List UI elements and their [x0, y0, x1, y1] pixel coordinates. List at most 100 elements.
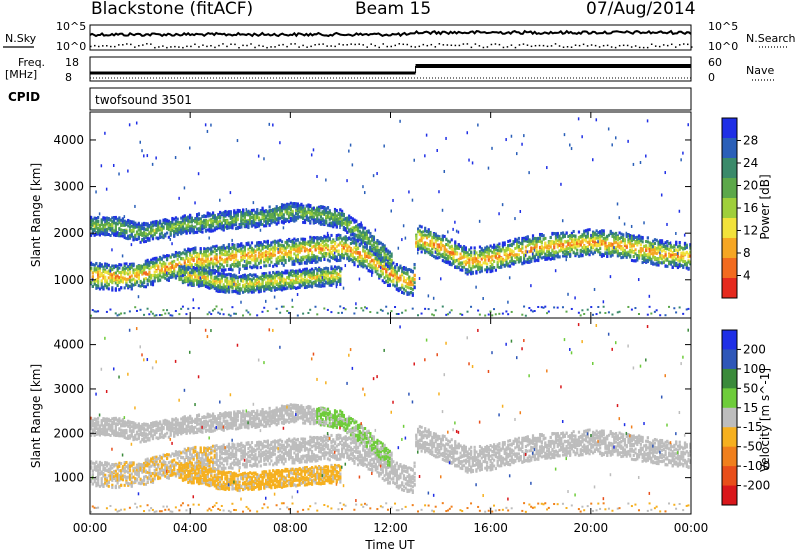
power-point [420, 236, 423, 240]
power-point [427, 247, 430, 251]
power-point [330, 251, 333, 255]
power-point [178, 254, 181, 258]
power-point [349, 229, 353, 233]
power-point [166, 271, 168, 275]
power-point [356, 235, 360, 239]
power-point [424, 307, 427, 310]
power-point [259, 253, 262, 257]
power-point [330, 245, 333, 249]
power-point [346, 222, 349, 226]
power-point [318, 211, 321, 215]
power-point [318, 205, 321, 209]
power-point [316, 214, 319, 218]
nsearch-point [258, 44, 260, 47]
power-point [417, 251, 419, 255]
power-point [104, 231, 107, 235]
power-point [250, 220, 254, 224]
power-point [243, 215, 246, 219]
nsearch-point [678, 44, 681, 46]
power-point [143, 233, 146, 237]
power-point [272, 281, 275, 285]
power-point [344, 217, 347, 221]
power-point [273, 217, 277, 221]
power-point [259, 243, 262, 247]
power-point [424, 245, 427, 249]
power-point [303, 207, 307, 211]
power-point [280, 305, 283, 308]
power-point [178, 222, 181, 226]
power-point [139, 308, 142, 311]
power-point [293, 259, 296, 263]
power-point [261, 272, 264, 276]
power-point [150, 266, 153, 270]
power-point [307, 257, 310, 261]
power-point [97, 273, 100, 277]
power-point [339, 208, 342, 212]
power-point [217, 288, 220, 292]
power-point [341, 221, 344, 225]
power-point [125, 262, 128, 266]
power-point [229, 215, 232, 219]
power-point [346, 246, 349, 250]
power-point [210, 123, 212, 127]
power-point [249, 255, 252, 259]
power-point [344, 241, 347, 245]
power-point [213, 245, 216, 249]
power-point [284, 219, 287, 223]
power-point [325, 242, 328, 246]
power-point [141, 227, 144, 231]
power-point [337, 237, 340, 241]
power-point [427, 251, 430, 255]
power-point [132, 271, 135, 275]
power-point [167, 277, 170, 281]
power-point [242, 284, 245, 288]
power-point [279, 275, 282, 279]
power-point [287, 250, 291, 254]
power-point [318, 278, 321, 282]
nsearch-point [566, 46, 569, 48]
nsearch-point [538, 44, 541, 47]
power-point [162, 270, 165, 274]
power-point [120, 228, 123, 232]
power-point [252, 223, 255, 227]
power-point [332, 267, 335, 271]
power-point [245, 309, 248, 312]
power-point [114, 223, 117, 227]
power-point [268, 263, 271, 267]
power-point [213, 250, 216, 254]
nsearch-point [598, 46, 601, 48]
power-point [287, 253, 291, 257]
power-point [236, 276, 239, 280]
power-point [185, 226, 188, 230]
power-point [247, 209, 250, 213]
power-point [139, 233, 142, 237]
power-point [116, 274, 119, 278]
power-point [429, 243, 432, 247]
power-point [360, 307, 363, 310]
power-point [413, 158, 415, 162]
power-point [341, 218, 344, 222]
power-point [342, 228, 345, 232]
power-point [173, 274, 176, 278]
power-point [328, 254, 331, 258]
power-point [199, 258, 202, 262]
power-point [121, 277, 125, 281]
nsearch-point [378, 46, 380, 49]
power-point [197, 261, 201, 265]
power-point [349, 253, 353, 257]
power-point [261, 212, 264, 216]
power-point [284, 205, 287, 209]
power-point [261, 215, 264, 219]
power-point [157, 222, 160, 226]
power-point [397, 266, 400, 270]
power-point [261, 209, 264, 213]
power-point [164, 276, 167, 280]
power-point [318, 221, 321, 225]
nsearch-point [658, 45, 661, 48]
power-point [164, 255, 166, 259]
power-point [150, 280, 153, 284]
power-point [213, 287, 216, 291]
nsearch-point [590, 44, 593, 46]
power-point [402, 279, 406, 283]
power-point [95, 226, 98, 230]
